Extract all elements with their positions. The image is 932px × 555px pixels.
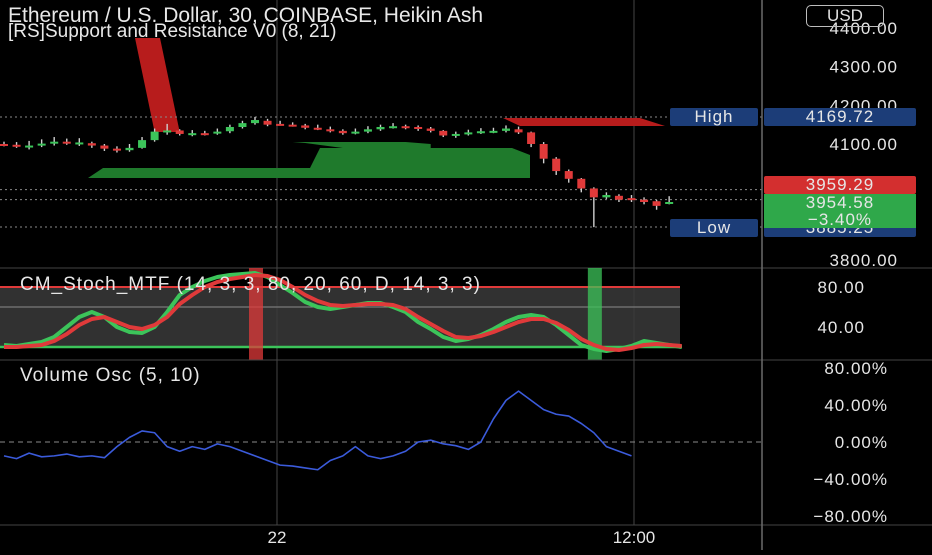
candle-body [25,145,34,148]
volume-tick-label: −80.00% [813,507,888,526]
candle-body [338,130,347,134]
resistance-zone [135,38,180,132]
candle-body [12,144,21,147]
candle-body [37,143,46,146]
candle-body [552,158,561,172]
last-price-green-bg [764,194,916,228]
high-value-tag: 4169.72 [806,107,874,126]
resistance-zone [503,118,665,126]
candle-body [263,120,272,125]
time-tick-label: 22 [268,528,287,547]
stoch-tick-label: 40.00 [817,318,865,337]
candle-body [489,130,498,133]
volume-osc-line [3,390,632,471]
low-tag: Low [697,218,731,237]
candle-body [564,171,573,179]
candle-body [614,195,623,200]
stoch-title: CM_Stoch_MTF (14, 3, 3, 80, 20, 60, D, 1… [20,274,481,295]
candle-body [75,142,84,145]
candle-body [527,132,536,144]
volume-tick-label: 40.00% [824,396,888,415]
candle-body [100,145,109,149]
high-tag: High [695,107,734,126]
candle-body [464,132,473,135]
stoch-signal-bar [249,268,263,360]
candle-body [62,141,71,144]
candle-body [238,123,247,127]
candle-body [426,128,435,131]
stoch-band-fill [0,287,680,347]
volume-tick-label: 80.00% [824,359,888,378]
candle-body [276,123,285,126]
last-price-green-tag: 3954.58 [806,193,874,212]
price-tick-label: 3800.00 [830,251,898,270]
candle-body [326,129,335,132]
candle-body [125,147,134,151]
candle-body [163,130,172,133]
candle-body [363,129,372,132]
candle-body [589,188,598,198]
high-value-tag-bg [764,108,916,127]
candle-body [50,141,59,144]
candle-body [0,144,8,146]
volume-tick-label: 0.00% [835,433,888,452]
stoch-d-line [4,273,682,352]
candle-body [150,131,159,141]
candle-body [602,195,611,198]
candle-body [225,126,234,132]
candle-body [652,201,661,206]
candle-body [213,131,222,134]
price-tick-label: 4300.00 [830,58,898,77]
candle-body [389,126,398,129]
candle-body [401,126,410,129]
last-price-red-tag-bg [764,176,916,194]
candle-body [665,202,674,204]
candle-body [439,130,448,136]
candle-body [640,199,649,202]
candle-body [112,148,121,151]
high-tag-bg [670,108,758,127]
candle-body [476,131,485,134]
candle-body [288,124,297,127]
support-zone [88,142,530,178]
candle-body [376,126,385,130]
candle-body [502,128,510,131]
candle-body [175,130,184,134]
candle-body [138,140,147,148]
last-price-red-tag: 3959.29 [806,175,874,194]
price-tick-label: 4100.00 [830,135,898,154]
candle-body [87,143,96,146]
low-tag-bg [670,219,758,238]
candle-body [627,198,636,201]
indicator-title: [RS]Support and Resistance V0 (8, 21) [8,21,337,42]
candle-body [514,129,523,133]
volume-tick-label: −40.00% [813,470,888,489]
price-change-tag: −3.40% [808,210,872,229]
volume-title: Volume Osc (5, 10) [20,365,201,386]
time-tick-label: 12:00 [613,528,656,547]
chart-title: Ethereum / U.S. Dollar, 30, COINBASE, He… [8,4,484,27]
candle-body [451,133,460,136]
candle-body [200,133,209,136]
candle-body [539,144,548,159]
stoch-signal-bar [587,268,602,360]
candle-body [301,125,310,128]
candle-body [414,126,423,129]
candle-body [188,133,197,136]
candle-body [577,178,586,189]
candle-body [251,120,259,124]
candle-body [351,131,360,134]
candle-body [313,127,322,130]
stoch-tick-label: 80.00 [817,278,865,297]
currency-selector[interactable]: USD [806,5,884,27]
